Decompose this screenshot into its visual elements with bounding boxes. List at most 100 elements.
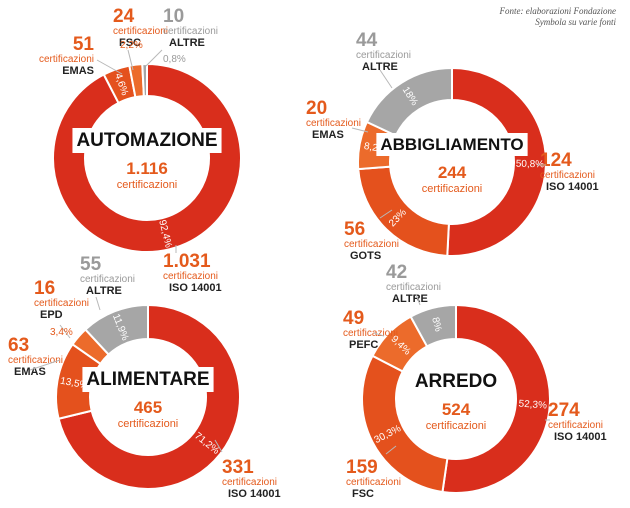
callout-name: ALTRE <box>86 285 122 297</box>
callout-count: 20 <box>306 98 327 119</box>
leader-line <box>351 127 369 133</box>
callout-count: 274 <box>548 400 580 421</box>
callout-unit: certificazioni <box>356 50 411 61</box>
callout-name: ISO 14001 <box>554 431 607 443</box>
callout-unit: certificazioni <box>540 170 595 181</box>
callout-name: ISO 14001 <box>169 282 222 294</box>
callout-unit: certificazioni <box>386 282 441 293</box>
title-bg <box>410 369 502 394</box>
callout-count: 16 <box>34 278 55 299</box>
slice-alimentare-iso-14001 <box>57 303 241 490</box>
leader-line <box>127 49 134 71</box>
callout-name: EMAS <box>312 129 344 141</box>
callout-name: FSC <box>352 488 374 500</box>
callout-count: 55 <box>80 254 102 275</box>
chart-automazione: 92,4%4,6%AUTOMAZIONE1.116certificazioni1… <box>39 6 242 294</box>
callout-unit: certificazioni <box>306 118 361 129</box>
callout-unit: certificazioni <box>80 274 135 285</box>
leader-line <box>59 324 71 339</box>
callout-name: EPD <box>40 309 63 321</box>
total-count: 1.116 <box>126 159 168 178</box>
chart-arredo: 52,3%30,3%9,4%8%ARREDO524certificazioni2… <box>343 262 607 500</box>
total-count: 465 <box>134 398 162 417</box>
title-bg <box>82 367 214 392</box>
callout-unit: certificazioni <box>34 298 89 309</box>
callout-name: ISO 14001 <box>546 181 599 193</box>
callout-unit: certificazioni <box>346 477 401 488</box>
callout-count: 24 <box>113 6 135 27</box>
callout-unit: certificazioni <box>163 26 218 37</box>
leader-line <box>145 49 163 67</box>
total-unit: certificazioni <box>422 183 483 195</box>
callout-name: FSC <box>119 37 141 49</box>
callout-unit: certificazioni <box>222 477 277 488</box>
slice-arredo-iso-14001 <box>441 303 551 494</box>
callout-unit: certificazioni <box>39 54 94 65</box>
leader-line <box>379 209 393 219</box>
total-unit: certificazioni <box>118 418 179 430</box>
callout-name: PEFC <box>349 339 378 351</box>
callout-count: 51 <box>73 34 95 55</box>
callout-unit: certificazioni <box>8 355 63 366</box>
callout-count: 49 <box>343 308 364 329</box>
pct-label-external-automazione-2: 2,2% <box>120 40 143 51</box>
chart-abbigliamento: 50,8%23%8,2%18%ABBIGLIAMENTO244certifica… <box>306 30 599 262</box>
source-note: Fonte: elaborazioni Fondazione Symbola s… <box>499 6 617 27</box>
slice-arredo-fsc <box>361 354 449 494</box>
total-count: 524 <box>442 400 471 419</box>
callout-count: 44 <box>356 30 378 51</box>
callout-name: EMAS <box>14 366 46 378</box>
callout-count: 124 <box>540 150 572 171</box>
total-unit: certificazioni <box>426 420 487 432</box>
leader-line <box>415 293 421 306</box>
leader-line <box>29 359 61 371</box>
slice-abbigliamento-iso-14001 <box>446 66 547 257</box>
leader-line <box>379 69 393 89</box>
pct-label-external-alimentare-2: 3,4% <box>50 327 73 338</box>
chart-title: ABBIGLIAMENTO <box>380 135 523 154</box>
slice-abbigliamento-altre <box>365 66 453 137</box>
leader-line <box>95 296 101 311</box>
callout-count: 1.031 <box>163 251 211 272</box>
pct-label-arredo-3: 8% <box>429 316 443 333</box>
chart-title: ALIMENTARE <box>86 369 209 390</box>
callout-count: 159 <box>346 457 378 478</box>
total-count: 244 <box>438 163 467 182</box>
leader-line <box>214 439 223 453</box>
callout-name: ISO 14001 <box>228 488 281 500</box>
callout-name: EMAS <box>62 65 94 77</box>
chart-title: AUTOMAZIONE <box>76 130 217 151</box>
pct-label-arredo-0: 52,3% <box>518 399 547 412</box>
callout-count: 42 <box>386 262 407 283</box>
chart-alimentare: 71,2%13,5%11,9%ALIMENTARE465certificazio… <box>8 254 281 500</box>
title-bg <box>72 128 222 153</box>
callout-name: ALTRE <box>392 293 428 305</box>
callout-count: 56 <box>344 219 365 240</box>
slice-automazione-altre <box>141 62 148 98</box>
callout-name: ALTRE <box>169 37 205 49</box>
callout-name: ALTRE <box>362 61 398 73</box>
slice-arredo-altre <box>409 303 457 348</box>
slice-automazione-iso-14001 <box>52 62 242 253</box>
callout-unit: certificazioni <box>113 26 168 37</box>
callout-name: GOTS <box>350 250 381 262</box>
callout-count: 63 <box>8 335 29 356</box>
leader-line <box>373 332 385 337</box>
pct-label-alimentare-1: 13,5% <box>59 376 89 392</box>
